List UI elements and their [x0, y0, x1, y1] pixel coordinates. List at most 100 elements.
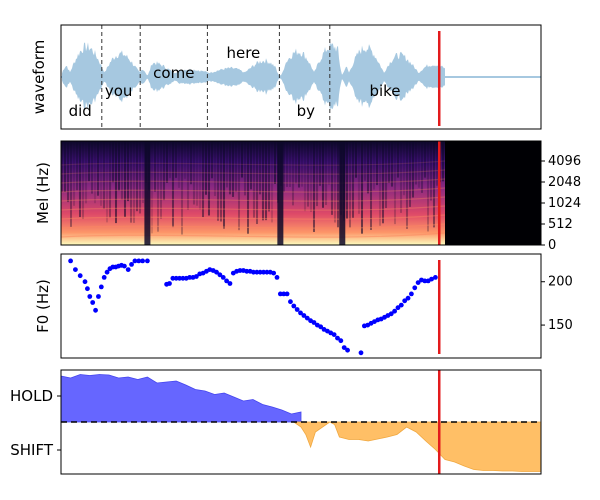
- mel-frame-shade: [238, 141, 240, 231]
- mel-frame-shade: [364, 141, 366, 181]
- mel-frame-shade: [130, 141, 132, 223]
- mel-frame-shade: [67, 141, 69, 203]
- mel-frame-shade: [337, 141, 339, 228]
- mel-frame-shade: [163, 141, 165, 201]
- mel-frame-shade: [406, 141, 408, 229]
- mel-frame-shade: [211, 141, 213, 179]
- mel-frame-shade: [367, 141, 369, 194]
- mel-frame-shade: [241, 141, 243, 178]
- f0-point: [125, 267, 131, 272]
- f0-point: [338, 338, 344, 344]
- f0-point: [341, 345, 347, 350]
- f0-ylabel: F0 (Hz): [34, 279, 52, 333]
- turn-taking-panel: HOLD SHIFT: [10, 369, 542, 475]
- f0-point: [301, 313, 307, 318]
- mel-frame-shade: [82, 141, 84, 220]
- mel-frame-shade: [235, 141, 237, 192]
- mel-frame-shade: [91, 141, 93, 194]
- mel-ytick-label: 1024: [548, 196, 581, 211]
- waveform-frame: [60, 24, 542, 130]
- mel-frame-shade: [208, 141, 210, 216]
- f0-point: [294, 307, 300, 312]
- mel-harmonic: [61, 196, 446, 202]
- waveform-ylabel: waveform: [30, 40, 48, 115]
- mel-frame-shade: [361, 141, 363, 234]
- f0-point: [251, 269, 256, 275]
- word-label: you: [105, 82, 133, 100]
- mel-frame-shade: [109, 141, 111, 218]
- mel-frame-shade: [286, 141, 288, 187]
- mel-frame-shade: [400, 141, 402, 213]
- mel-frame-shade: [301, 141, 303, 187]
- mel-frame-shade: [352, 141, 354, 218]
- f0-point: [402, 298, 408, 304]
- mel-frame-shade: [103, 141, 105, 209]
- mel-frame-shade: [307, 141, 309, 207]
- mel-frame-shade: [409, 141, 411, 207]
- mel-frame-shade: [382, 141, 384, 224]
- mel-frame-shade: [391, 141, 393, 187]
- mel-frame-shade: [379, 141, 381, 226]
- f0-point: [193, 274, 199, 279]
- turn-frame: [60, 369, 542, 475]
- f0-point: [261, 269, 266, 275]
- f0-point: [187, 275, 193, 280]
- f0-point: [93, 307, 98, 313]
- f0-point: [433, 275, 438, 280]
- mel-frame-shade: [247, 141, 249, 234]
- mel-frame-shade: [358, 141, 360, 214]
- mel-frame-shade: [154, 141, 156, 192]
- f0-point: [331, 332, 337, 337]
- mel-harmonic: [61, 205, 446, 211]
- f0-point: [429, 276, 434, 282]
- f0-point: [214, 269, 219, 275]
- mel-frame-shade: [403, 141, 405, 196]
- f0-point: [224, 278, 230, 284]
- mel-harmonic: [61, 178, 446, 184]
- f0-point: [281, 291, 287, 297]
- mel-frame-shade: [76, 141, 78, 191]
- mel-frame-shade: [262, 141, 264, 221]
- f0-point: [177, 275, 182, 281]
- mel-frame-shade: [73, 141, 75, 206]
- mel-harmonic: [61, 214, 446, 220]
- f0-point: [388, 311, 394, 317]
- word-label: by: [297, 102, 316, 120]
- mel-frame-shade: [259, 141, 261, 195]
- f0-point: [132, 258, 138, 264]
- mel-frame-shade: [283, 141, 285, 192]
- f0-point: [145, 258, 150, 264]
- f0-point: [167, 281, 172, 286]
- shift-area: [292, 421, 541, 472]
- mel-ytick-label: 4096: [548, 154, 581, 169]
- f0-point: [335, 335, 340, 341]
- mel-frame-shade: [268, 141, 270, 212]
- f0-ytick-label: 200: [548, 275, 573, 290]
- f0-point: [311, 320, 317, 325]
- f0-point: [68, 258, 73, 264]
- mel-frame-shade: [118, 141, 120, 191]
- mel-frame-shade: [199, 141, 201, 210]
- mel-frame-shade: [295, 141, 297, 184]
- f0-point: [405, 295, 411, 301]
- f0-point: [298, 310, 303, 316]
- mel-frame-shade: [385, 141, 387, 209]
- mel-frame-shade: [139, 141, 141, 214]
- mel-frame-shade: [265, 141, 267, 221]
- f0-point: [288, 299, 293, 305]
- mel-frame-shade: [442, 141, 444, 182]
- mel-frame-shade: [187, 141, 189, 210]
- mel-gap-0: [144, 141, 151, 245]
- mel-frame-shade: [325, 141, 327, 206]
- mel-frame-shade: [232, 141, 234, 197]
- mel-frame-shade: [106, 141, 108, 223]
- mel-frame-shade: [172, 141, 174, 228]
- f0-point: [277, 291, 283, 297]
- mel-frame-shade: [202, 141, 204, 218]
- f0-point: [227, 281, 233, 286]
- mel-frame-shade: [418, 141, 420, 188]
- mel-frame-shade: [61, 141, 63, 192]
- mel-frame-shade: [346, 141, 348, 219]
- mel-frame-shade: [334, 141, 336, 223]
